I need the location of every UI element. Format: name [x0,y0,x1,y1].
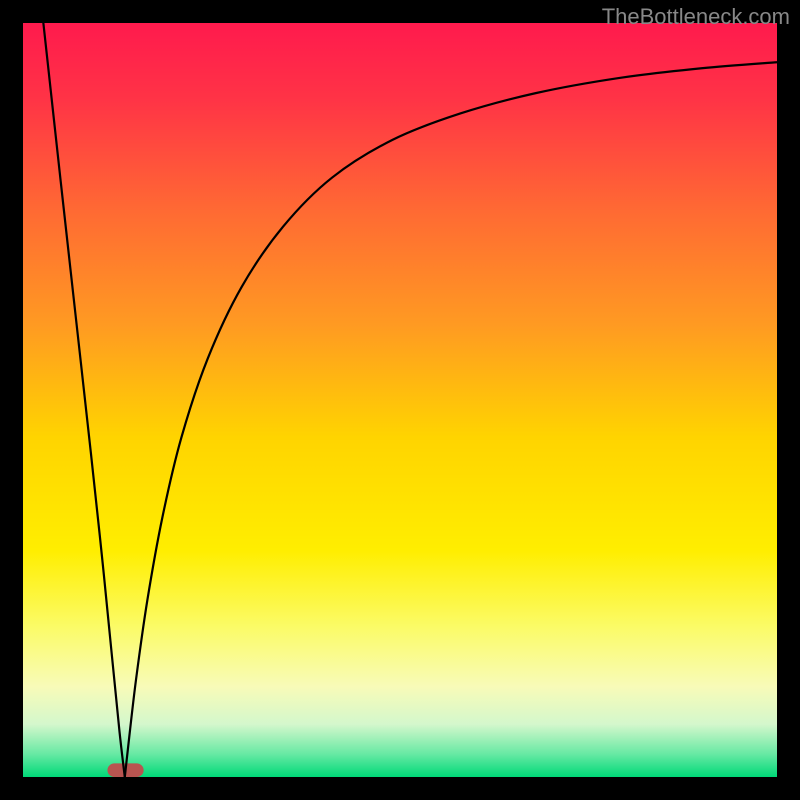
watermark-text: TheBottleneck.com [602,4,790,30]
plot-area [23,23,777,777]
plot-svg [23,23,777,777]
chart-container: TheBottleneck.com [0,0,800,800]
